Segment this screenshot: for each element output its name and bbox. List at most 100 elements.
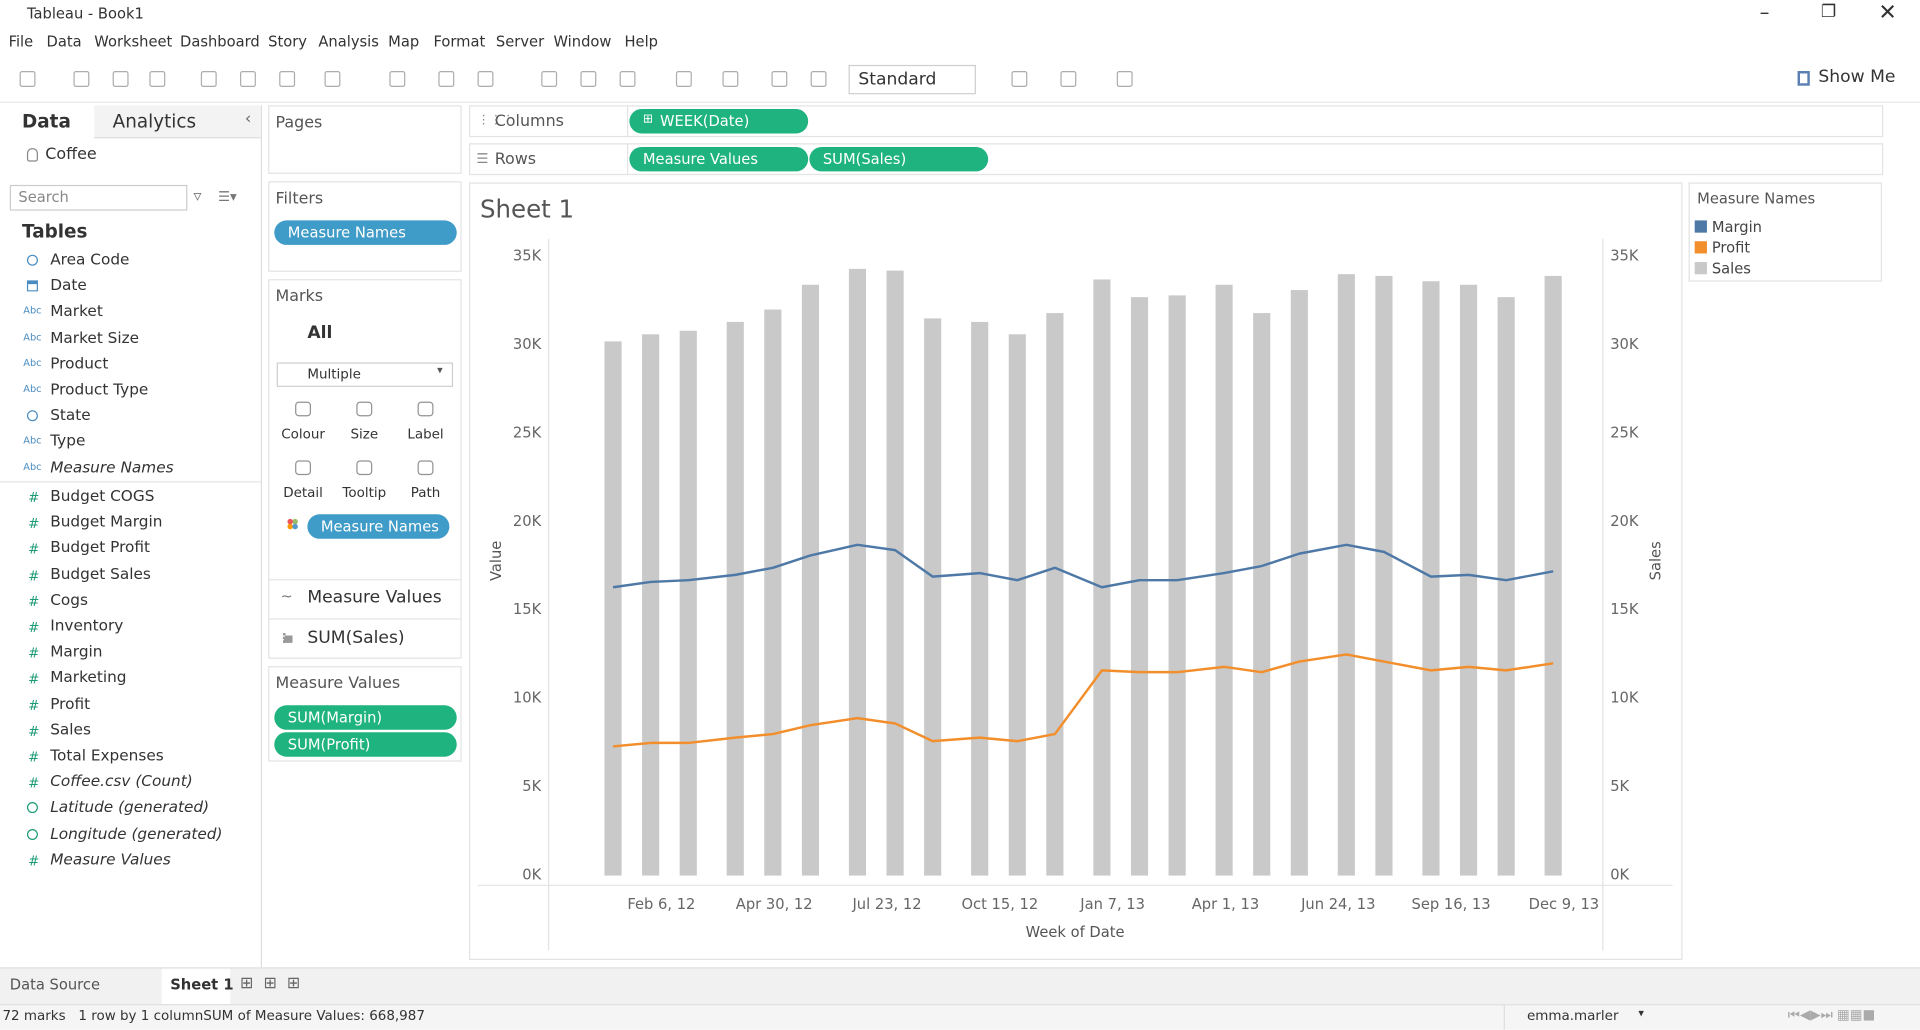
data-source[interactable]: Coffee [45, 145, 97, 165]
chart-title: Sheet 1 [480, 195, 574, 224]
field[interactable]: Latitude (generated) [50, 797, 210, 816]
field[interactable]: Budget Sales [50, 563, 151, 583]
toolbar-icon[interactable] [19, 71, 36, 87]
user-name[interactable]: emma.marler [1526, 1007, 1619, 1024]
marks-all[interactable]: All [307, 323, 333, 343]
y-axis-title: Value [488, 541, 505, 581]
measure-pill[interactable]: SUM(Margin) [274, 705, 457, 730]
menu-item[interactable]: Window [553, 33, 612, 51]
field[interactable]: Area Code [50, 249, 130, 269]
toolbar-icon[interactable] [675, 71, 692, 87]
toolbar-icon[interactable] [580, 71, 597, 87]
marks-card-line[interactable]: Measure Values [307, 587, 442, 608]
show-me[interactable]: Show Me [1818, 67, 1896, 87]
field[interactable]: Measure Values [50, 849, 171, 868]
toolbar-icon[interactable] [541, 71, 558, 87]
toolbar-icon[interactable] [722, 71, 739, 87]
field[interactable]: Sales [50, 719, 91, 739]
toolbar-icon[interactable] [771, 71, 788, 87]
filter-icon[interactable]: ▿ [193, 187, 202, 206]
marks-button-icon [295, 401, 312, 417]
field[interactable]: Total Expenses [50, 745, 164, 765]
toolbar-icon[interactable] [324, 71, 341, 87]
toolbar-icon[interactable] [1116, 71, 1133, 87]
field[interactable]: Margin [50, 641, 103, 661]
field[interactable]: Longitude (generated) [50, 823, 223, 842]
bar [1375, 275, 1393, 876]
toolbar-icon[interactable] [1060, 71, 1077, 87]
menu-item[interactable]: Story [268, 33, 307, 51]
shelf-divider [626, 105, 629, 138]
field[interactable]: Market [50, 301, 103, 321]
field[interactable]: Product Type [50, 379, 149, 398]
field[interactable]: State [50, 405, 91, 424]
data-tab[interactable]: Data [22, 110, 71, 133]
menu-item[interactable]: Format [433, 33, 486, 51]
mark-type[interactable]: Multiple [276, 362, 454, 387]
field[interactable]: Inventory [50, 615, 124, 635]
marks-card [268, 279, 462, 659]
field[interactable]: Budget Profit [50, 538, 151, 557]
toolbar-icon[interactable] [1011, 71, 1028, 87]
new-sheet-buttons[interactable]: ⊞ ⊞ ⊞ [240, 974, 301, 994]
menu-item[interactable]: Analysis [318, 33, 379, 51]
field[interactable]: Date [50, 275, 87, 295]
minimize[interactable]: – [1759, 0, 1770, 24]
row-pill[interactable]: Measure Values [629, 146, 809, 172]
menu-item[interactable]: Data [46, 33, 82, 51]
toolbar-icon[interactable] [619, 71, 636, 87]
status-text: 1 row by 1 column [78, 1007, 204, 1024]
menu-item[interactable]: Worksheet [94, 33, 173, 51]
toolbar-icon[interactable] [200, 71, 217, 87]
toolbar-icon[interactable] [438, 71, 455, 87]
legend-label: Sales [1712, 260, 1751, 277]
fit-dropdown[interactable]: Standard [848, 64, 976, 95]
toolbar-icon[interactable] [810, 71, 827, 87]
analytics-tab[interactable]: Analytics [112, 110, 197, 133]
legend-swatch [1694, 241, 1707, 254]
field[interactable]: Budget Margin [50, 512, 163, 531]
field[interactable]: Type [50, 431, 86, 450]
field[interactable]: Profit [50, 693, 91, 713]
marks-button-icon [295, 460, 312, 476]
toolbar-icon[interactable] [477, 71, 494, 87]
bar [1337, 274, 1355, 876]
toolbar-icon[interactable] [240, 71, 256, 87]
menu-item[interactable]: Server [495, 33, 545, 51]
view-icon[interactable]: ☰▾ [217, 188, 237, 205]
nav-buttons[interactable]: ⏮◀▶⏭ ▦▦■ [1787, 1006, 1876, 1023]
menu-item[interactable]: Dashboard [180, 33, 260, 51]
menu-item[interactable]: Help [624, 33, 658, 51]
column-pill[interactable]: WEEK(Date) [629, 108, 809, 134]
menu-item[interactable]: Map [388, 33, 420, 51]
sheet-tab[interactable]: Sheet 1 [170, 975, 234, 994]
menu-item[interactable]: File [8, 33, 34, 51]
collapse[interactable]: ‹ [244, 110, 252, 129]
toolbar-icon[interactable] [389, 71, 406, 87]
marks-card-bar[interactable]: SUM(Sales) [307, 628, 405, 648]
measure-pill[interactable]: SUM(Profit) [274, 732, 457, 757]
filter-pill[interactable]: Measure Names [274, 220, 457, 245]
field[interactable]: Budget COGS [50, 486, 155, 505]
type-icon: # [28, 593, 40, 610]
toolbar-icon[interactable] [73, 71, 90, 87]
toolbar-icon[interactable] [112, 71, 129, 87]
type-icon: # [28, 645, 40, 662]
bar [764, 309, 782, 876]
toolbar-icon[interactable] [279, 71, 296, 87]
close[interactable]: ✕ [1878, 0, 1897, 26]
field[interactable]: Measure Names [50, 457, 174, 476]
field[interactable]: Coffee.csv (Count) [50, 771, 193, 791]
restore[interactable]: ❐ [1820, 2, 1837, 23]
field[interactable]: Marketing [50, 667, 127, 687]
row-pill[interactable]: SUM(Sales) [809, 146, 989, 172]
y2-axis-title: Sales [1647, 541, 1664, 580]
search-box[interactable]: Search [9, 184, 188, 211]
field[interactable]: Market Size [50, 327, 140, 347]
toolbar-icon[interactable] [149, 71, 166, 87]
field[interactable]: Cogs [50, 589, 88, 609]
color-pill[interactable]: Measure Names [307, 514, 450, 539]
data-source-tab[interactable]: Data Source [9, 975, 101, 994]
field[interactable]: Product [50, 353, 109, 372]
